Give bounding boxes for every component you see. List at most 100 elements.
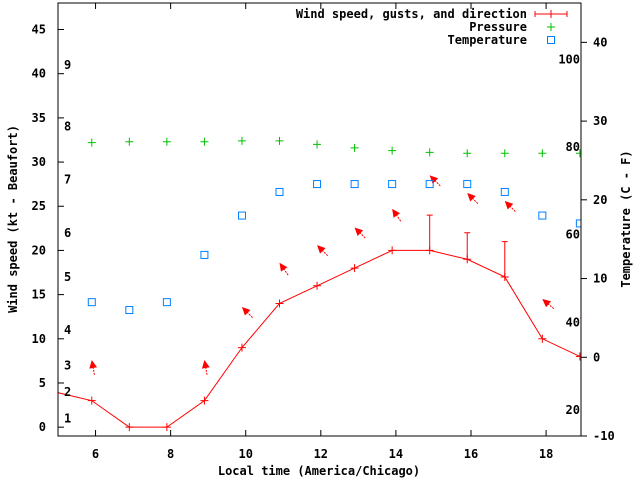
- y-tick-label: 30: [32, 155, 46, 169]
- wind-speed-point: [87, 396, 96, 405]
- wind-direction-arrow-head: [392, 208, 401, 218]
- wind-direction-arrow-head: [279, 262, 288, 272]
- legend-label: Pressure: [469, 20, 527, 34]
- y-tick-label: 5: [39, 376, 46, 390]
- wind-direction-arrow-head: [429, 175, 439, 184]
- y2-tick-label: 30: [593, 114, 607, 128]
- temperature-point: [125, 306, 134, 315]
- wind-direction-arrow-shaft: [579, 317, 581, 319]
- plot-marks: [58, 136, 581, 432]
- temperature-point: [575, 219, 581, 228]
- temperature-point: [162, 298, 171, 307]
- temperature-point: [313, 180, 322, 189]
- fahrenheit-label: 20: [566, 403, 580, 417]
- y-tick-label: 25: [32, 199, 46, 213]
- x-tick-label: 6: [92, 447, 99, 461]
- pressure-point: [125, 137, 134, 146]
- fahrenheit-label: 40: [566, 316, 580, 330]
- y2-tick-label: 0: [593, 350, 600, 364]
- wind-direction-arrow-head: [542, 299, 552, 308]
- x-tick-label: 14: [389, 447, 403, 461]
- beaufort-label: 2: [64, 385, 71, 399]
- wind-speed-point: [388, 246, 397, 255]
- legend-wind-sample: [534, 10, 568, 18]
- y-tick-label: 45: [32, 23, 46, 37]
- wind-speed-point: [162, 423, 171, 432]
- wind-direction-arrow-head: [201, 360, 210, 369]
- pressure-point: [313, 140, 322, 149]
- beaufort-label: 1: [64, 411, 71, 425]
- pressure-point: [575, 149, 581, 158]
- pressure-point: [275, 136, 284, 145]
- wind-speed-point: [237, 343, 246, 352]
- y2-tick-label: -10: [593, 429, 615, 443]
- y-tick-label: 15: [32, 288, 46, 302]
- y-tick-label: 35: [32, 111, 46, 125]
- pressure-point: [425, 148, 434, 157]
- wind-speed-point: [125, 423, 134, 432]
- y-axis-label: Wind speed (kt - Beaufort): [6, 125, 20, 313]
- fahrenheit-label: 80: [566, 140, 580, 154]
- temperature-point: [237, 211, 246, 220]
- beaufort-label: 9: [64, 58, 71, 72]
- wind-speed-point: [58, 391, 59, 393]
- x-tick-label: 16: [464, 447, 478, 461]
- temperature-point: [350, 180, 359, 189]
- fahrenheit-label: 100: [558, 53, 580, 67]
- temperature-point: [425, 180, 434, 189]
- y2-tick-label: 40: [593, 35, 607, 49]
- wind-speed-point: [313, 281, 322, 290]
- gust-errorbar: [464, 232, 471, 260]
- legend-label: Temperature: [448, 33, 527, 47]
- axes: [58, 3, 587, 437]
- axis-labels: 6 8 10 12 14 16 18051015202530354045-100102030…: [32, 23, 615, 461]
- pressure-point: [87, 138, 96, 147]
- legend-pressure-sample: [547, 23, 555, 31]
- y2-axis-label: Temperature (C - F): [619, 150, 633, 287]
- temperature-point: [538, 211, 547, 220]
- beaufort-label: 4: [64, 323, 71, 337]
- temperature-point: [200, 250, 209, 259]
- wind-direction-arrow-head: [354, 227, 364, 236]
- wind-speed-point: [200, 396, 209, 405]
- gust-errorbar: [501, 241, 508, 277]
- pressure-point: [538, 149, 547, 158]
- pressure-point: [500, 149, 509, 158]
- y2-tick-label: 20: [593, 193, 607, 207]
- beaufort-label: 5: [64, 270, 71, 284]
- beaufort-label: 7: [64, 173, 71, 187]
- wind-direction-arrow-head: [241, 306, 251, 316]
- y2-tick-label: 10: [593, 272, 607, 286]
- beaufort-label: 3: [64, 358, 71, 372]
- temperature-point: [500, 187, 509, 196]
- temperature-point: [87, 298, 96, 307]
- wind-speed-point: [538, 334, 547, 343]
- y-tick-label: 0: [39, 420, 46, 434]
- y-tick-label: 20: [32, 243, 46, 257]
- legend: Wind speed, gusts, and directionPressure…: [296, 7, 568, 47]
- x-tick-label: 18: [539, 447, 553, 461]
- x-axis-label: Local time (America/Chicago): [218, 464, 420, 478]
- temperature-point: [388, 180, 397, 189]
- pressure-point: [162, 137, 171, 146]
- wind-direction-arrow-head: [317, 245, 326, 254]
- pressure-point: [388, 146, 397, 155]
- y-tick-label: 10: [32, 332, 46, 346]
- pressure-point: [463, 149, 472, 158]
- wind-direction-arrow-head: [504, 200, 514, 210]
- wind-speed-point: [350, 264, 359, 273]
- gust-errorbar: [426, 214, 433, 251]
- wind-direction-arrow-head: [467, 192, 476, 202]
- temperature-point: [463, 180, 472, 189]
- pressure-point: [237, 136, 246, 145]
- temperature-point: [275, 187, 284, 196]
- pressure-point: [200, 137, 209, 146]
- x-tick-label: 8: [167, 447, 174, 461]
- wind-speed-point: [275, 299, 284, 308]
- legend-label: Wind speed, gusts, and direction: [296, 7, 527, 21]
- wind-speed-point: [575, 352, 581, 361]
- plot-border: [57, 2, 582, 437]
- beaufort-label: 6: [64, 226, 71, 240]
- wind-direction-arrow-head: [89, 360, 98, 369]
